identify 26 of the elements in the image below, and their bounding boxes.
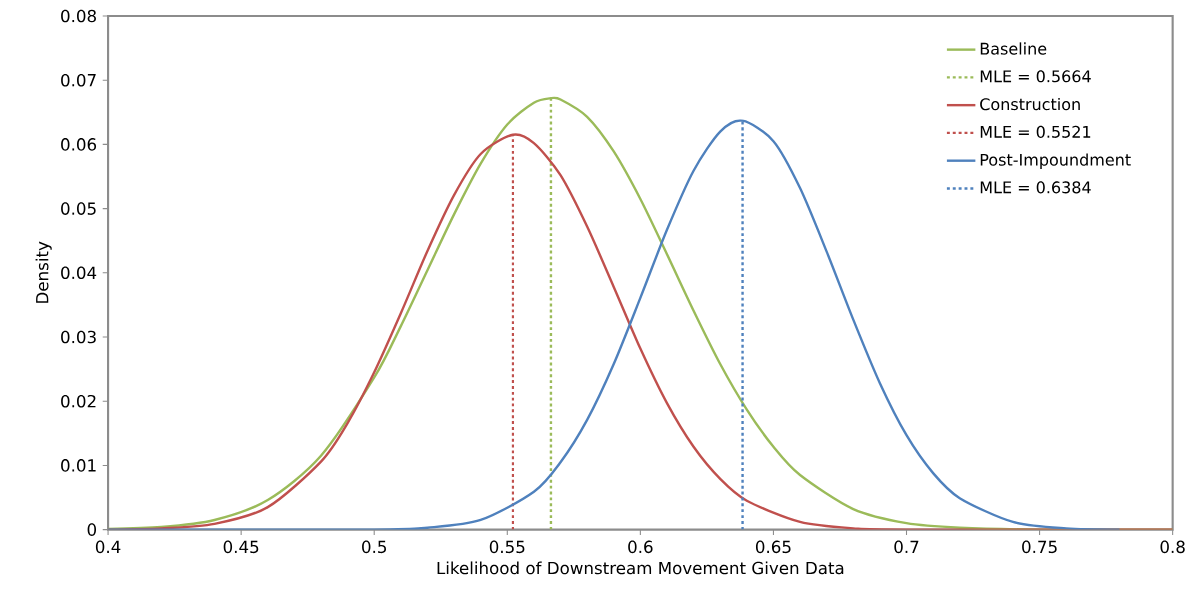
y-tick-label: 0.03: [61, 330, 96, 344]
x-axis-title: Likelihood of Downstream Movement Given Data: [437, 561, 844, 575]
x-tick-label: 0.75: [1022, 540, 1057, 554]
legend-label: Construction: [980, 98, 1080, 111]
x-tick-label: 0.4: [95, 540, 121, 554]
x-tick-label: 0.6: [628, 540, 653, 554]
y-tick-label: 0.07: [61, 74, 96, 87]
y-tick-label: 0.04: [61, 266, 97, 280]
x-tick-label: 0.7: [894, 540, 919, 554]
legend-label: MLE = 0.6384: [980, 181, 1091, 194]
y-tick-label: 0.08: [61, 9, 96, 23]
legend-label: MLE = 0.5521: [980, 125, 1091, 139]
legend-label: Post-Impoundment: [980, 153, 1131, 170]
y-tick-label: 0.01: [61, 459, 96, 472]
legend-label: MLE = 0.5664: [980, 70, 1091, 83]
x-tick-label: 0.5: [362, 540, 386, 554]
x-tick-label: 0.45: [223, 540, 259, 554]
y-tick-label: 0.05: [61, 202, 96, 216]
y-tick-label: 0.02: [61, 395, 96, 408]
y-tick-label: 0: [87, 523, 97, 537]
x-tick-label: 0.8: [1160, 540, 1185, 554]
y-axis-title: Density: [35, 241, 52, 304]
legend-label: Baseline: [980, 42, 1047, 55]
x-tick-label: 0.55: [489, 540, 525, 554]
y-tick-label: 0.06: [61, 138, 97, 151]
x-tick-label: 0.65: [755, 540, 791, 554]
